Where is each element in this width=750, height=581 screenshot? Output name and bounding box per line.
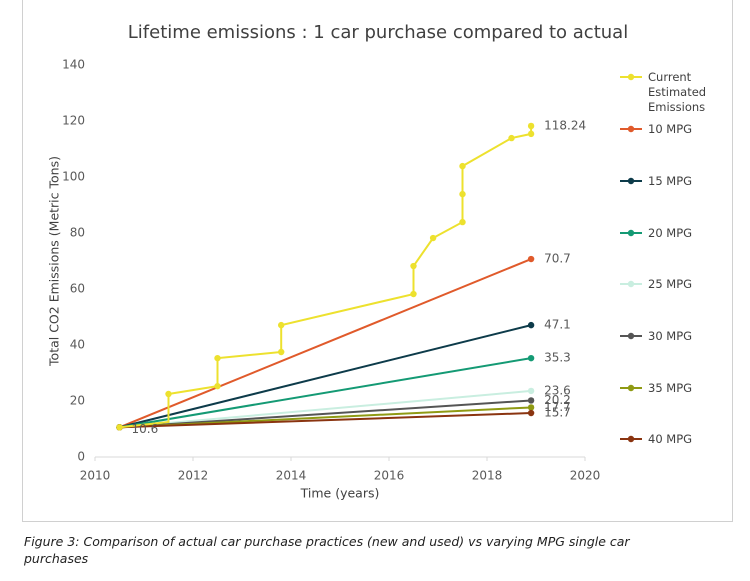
point [214,354,221,362]
data-label: 10.6 [132,422,159,436]
point [527,255,535,263]
point [410,262,417,270]
series-line [119,389,532,429]
x-tick-label: 2018 [472,469,503,483]
point [508,134,515,142]
legend-item: 25 MPG [618,277,716,292]
y-axis-title: Total CO2 Emissions (Metric Tons) [47,156,62,367]
legend-swatch-dot [627,384,635,392]
x-tick-label: 2014 [276,469,307,483]
data-label: 20.2 [544,393,571,407]
legend-swatch [620,280,642,288]
data-label: 47.1 [544,318,571,332]
point [278,348,285,356]
x-tick-label: 2010 [80,469,111,483]
legend-label: 15 MPG [648,174,693,188]
legend-swatch-dot [627,280,635,288]
point [459,162,466,170]
legend-swatch-dot [627,229,635,237]
legend-swatch [620,332,642,340]
legend-label: Current Estimated Emissions [648,70,707,114]
legend-swatch-dot [627,177,635,185]
point [527,397,535,404]
point [527,354,535,362]
legend-label: 20 MPG [648,226,693,240]
point [459,190,466,198]
y-tick-label: 40 [70,338,85,352]
legend-swatch [620,177,642,185]
data-label: 118.24 [544,118,586,132]
legend-swatch-dot [627,125,635,133]
series-line [119,258,532,429]
chart-title: Lifetime emissions : 1 car purchase comp… [128,22,628,43]
legend-swatch [620,73,642,81]
legend-swatch [620,125,642,133]
y-tick-label: 20 [70,394,85,408]
y-tick-label: 80 [70,226,85,240]
legend-label: 30 MPG [648,329,693,343]
legend-swatch-dot [627,435,635,443]
legend-label: 35 MPG [648,381,693,395]
point [429,234,437,242]
caption: Figure 3: Comparison of actual car purch… [24,534,630,566]
legend-item: 10 MPG [618,122,716,137]
data-label: 15.7 [544,406,571,420]
point [278,321,285,329]
legend-swatch [620,435,642,443]
point [410,290,417,298]
legend-label: 40 MPG [648,432,693,446]
y-tick-label: 0 [77,450,85,464]
series-line [119,125,533,429]
point [165,390,172,398]
legend-item: 35 MPG [618,381,716,396]
legend-label: 25 MPG [648,277,693,291]
chart-frame [22,0,733,522]
data-label: 35.3 [544,351,571,365]
point [527,387,535,395]
legend-item: 20 MPG [618,226,716,241]
y-tick-label: 100 [62,170,85,184]
point [527,321,535,329]
legend-item: 15 MPG [618,174,716,189]
series-line [119,324,532,429]
legend-item: 30 MPG [618,329,716,344]
point [527,122,535,130]
y-tick-label: 120 [62,114,85,128]
x-tick-label: 2012 [178,469,209,483]
point [527,130,535,138]
x-tick-label: 2016 [374,469,405,483]
point [527,404,535,411]
legend-item: Current Estimated Emissions [618,70,716,115]
legend-swatch-dot [627,332,635,340]
point [527,409,535,417]
y-tick-label: 60 [70,282,85,296]
data-label: 23.6 [544,383,571,397]
x-tick-label: 2020 [570,469,601,483]
legend-swatch-dot [627,73,635,81]
data-label: 70.7 [544,252,571,266]
y-tick-label: 140 [62,58,85,72]
x-axis-title: Time (years) [300,486,380,501]
data-label: 17.7 [544,400,571,414]
legend-label: 10 MPG [648,122,693,136]
series-line [119,357,532,429]
legend-swatch [620,384,642,392]
point [459,218,466,226]
series-line [119,412,532,429]
legend-item: 40 MPG [618,432,716,447]
legend-swatch [620,229,642,237]
point [214,382,221,390]
point [116,424,123,431]
series-line [119,399,532,429]
